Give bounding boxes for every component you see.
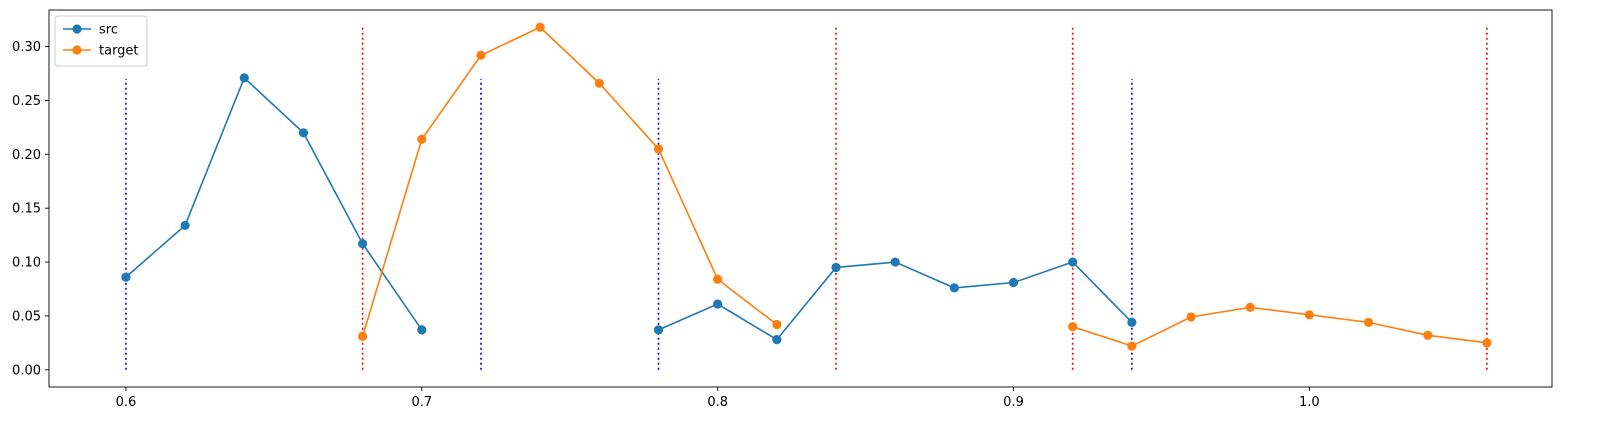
data-point-target: [1482, 338, 1492, 348]
y-tick-label: 0.25: [12, 94, 41, 109]
data-point-target: [1127, 341, 1137, 351]
legend-label-src: src: [99, 23, 118, 38]
data-point-target: [772, 319, 782, 330]
x-tick-label: 1.0: [1299, 395, 1320, 410]
legend-label-target: target: [99, 44, 139, 59]
data-point-target: [1423, 330, 1433, 340]
y-tick-label: 0.30: [12, 40, 41, 55]
data-point-target: [535, 22, 545, 32]
data-point-target: [1186, 312, 1196, 322]
data-point-src: [949, 283, 959, 293]
legend: src target: [54, 15, 148, 67]
data-point-src: [890, 257, 900, 267]
y-tick-label: 0.15: [12, 202, 41, 217]
data-point-target: [476, 50, 486, 60]
axes: 0.6 0.7 0.8 0.9 1.0 0.00 0.05 0.10 0.15 0.20 0.25 0…: [12, 9, 1553, 410]
axes-frame: [48, 9, 1553, 388]
data-point-src: [239, 73, 249, 83]
data-point-target: [417, 134, 427, 144]
series-line-src: [125, 76, 423, 331]
x-tick-label: 0.6: [116, 395, 137, 410]
x-tick-label: 0.9: [1003, 395, 1024, 410]
data-point-src: [713, 299, 723, 309]
data-point-target: [594, 78, 604, 88]
data-point-src: [298, 128, 309, 138]
data-point-src: [831, 262, 841, 273]
x-tick-label: 0.8: [707, 395, 728, 410]
y-tick-label: 0.10: [12, 256, 41, 271]
y-tick-label: 0.20: [12, 148, 41, 163]
data-point-target: [358, 331, 368, 341]
data-point-src: [1127, 317, 1137, 327]
plot-area: [121, 22, 1492, 370]
data-point-target: [1068, 322, 1078, 332]
data-point-src: [653, 325, 664, 335]
data-point-target: [1363, 317, 1374, 327]
data-point-src: [180, 220, 190, 231]
data-point-target: [713, 274, 723, 284]
data-point-src: [358, 239, 368, 249]
data-point-target: [1245, 302, 1255, 312]
data-point-src: [1068, 257, 1078, 267]
data-point-src: [772, 335, 782, 345]
data-point-src: [121, 272, 131, 282]
y-tick-label: 0.05: [12, 309, 41, 324]
legend-marker-src: [72, 24, 82, 34]
y-tick-label: 0.00: [12, 363, 41, 378]
data-point-target: [1304, 310, 1314, 320]
data-point-src: [417, 325, 427, 335]
x-tick-label: 0.7: [411, 395, 432, 410]
legend-marker-target: [72, 45, 82, 55]
series-line-target: [1072, 306, 1488, 347]
data-point-src: [1008, 277, 1019, 288]
data-point-target: [653, 144, 664, 154]
series-line-target: [361, 26, 778, 337]
